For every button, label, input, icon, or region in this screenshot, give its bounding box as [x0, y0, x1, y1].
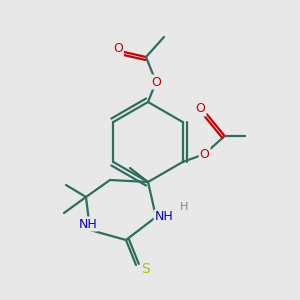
Text: O: O — [151, 76, 161, 88]
Text: O: O — [113, 43, 123, 56]
Text: O: O — [196, 103, 206, 116]
Text: O: O — [200, 148, 210, 160]
Text: H: H — [180, 202, 188, 212]
Text: S: S — [142, 262, 150, 276]
Text: NH: NH — [154, 211, 173, 224]
Text: NH: NH — [79, 218, 98, 230]
